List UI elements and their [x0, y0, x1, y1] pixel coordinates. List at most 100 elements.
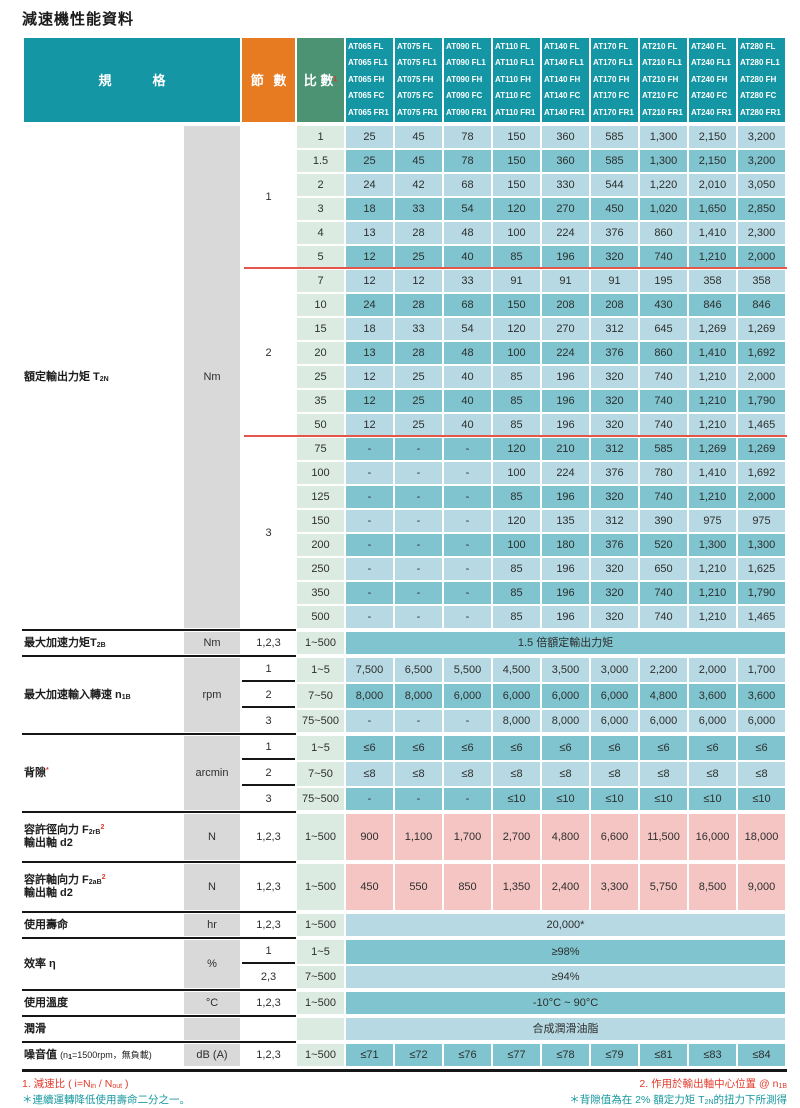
- table-row: 4 13 28 48 100 224 376 860 1,410 2,300: [24, 222, 785, 244]
- value-cell: 1,210: [689, 582, 736, 604]
- value-cell: 85: [493, 486, 540, 508]
- unit-cell: hr: [184, 914, 240, 936]
- value-cell: 1,465: [738, 414, 785, 436]
- value-cell: 48: [444, 222, 491, 244]
- stage-cell: 3: [242, 710, 295, 732]
- value-cell: -: [395, 606, 442, 628]
- section-divider: [22, 1041, 296, 1043]
- value-cell: 2,700: [493, 814, 540, 860]
- value-cell: 358: [689, 270, 736, 292]
- table-row: 350- - -85 196 320 740 1,210 1,790: [24, 582, 785, 604]
- value-cell: 2,200: [640, 658, 687, 682]
- table-row: 100- - -100 224 376 780 1,410 1,692: [24, 462, 785, 484]
- value-cell: -: [444, 438, 491, 460]
- header-model-column: AT280 FL AT280 FL1 AT280 FH AT280 FC AT280 F…: [738, 38, 786, 122]
- value-cell: 11,500: [640, 814, 687, 860]
- span-value-cell: ≥98%: [346, 940, 786, 964]
- value-cell: 6,000: [493, 684, 540, 708]
- value-cell: 5,500: [444, 658, 491, 682]
- ratio-cell: 1~500: [297, 914, 344, 936]
- stage-cell: 2: [242, 762, 295, 786]
- value-cell: 1,220: [640, 174, 687, 196]
- value-cell: -: [444, 510, 491, 532]
- table-radial-force: 容許徑向力 F2rB2 輸出軸 d2 N 1,2,3 1~500 900 1,100 1,70…: [22, 812, 787, 862]
- value-cell: 1,700: [444, 814, 491, 860]
- value-cell: 312: [591, 510, 638, 532]
- section-body: 潤滑 合成潤滑油脂: [24, 1018, 786, 1040]
- table-row: 500- - -85 196 320 740 1,210 1,465: [24, 606, 785, 628]
- value-cell: 1,100: [395, 814, 442, 860]
- value-cell: 33: [395, 318, 442, 340]
- value-cell: 25: [395, 366, 442, 388]
- value-cell: 1,300: [738, 534, 785, 556]
- value-cell: 12: [346, 246, 393, 268]
- value-cell: 6,000: [689, 710, 736, 732]
- section-body: 背隙* arcmin 1 1~5 ≤6 ≤6 ≤6 ≤6 ≤6 ≤6 ≤6 ≤6 ≤6 2 7~50 ≤8 ≤8…: [24, 736, 785, 810]
- value-cell: 12: [346, 270, 393, 292]
- table-max-accel-input-speed: 最大加速輸入轉速 n1B rpm 1 1~5 7,500 6,500 5,500 4,500 3…: [22, 656, 787, 734]
- ratio-cell: 2: [297, 174, 344, 196]
- value-cell: 3,600: [689, 684, 736, 708]
- value-cell: 40: [444, 366, 491, 388]
- value-cell: 320: [591, 366, 638, 388]
- ratio-cell: 4: [297, 222, 344, 244]
- value-cell: 2,300: [738, 222, 785, 244]
- value-cell: 196: [542, 390, 589, 412]
- stage-separator-line: [244, 267, 787, 269]
- value-cell: 740: [640, 246, 687, 268]
- span-value-cell: 合成潤滑油脂: [346, 1018, 786, 1040]
- value-cell: 100: [493, 342, 540, 364]
- value-cell: 78: [444, 126, 491, 148]
- footnote-right-1: 2. 作用於輸出軸中心位置 @ n1B: [639, 1078, 787, 1090]
- table-row: 3 75- - -120 210 312 585 1,269 1,269: [24, 438, 785, 628]
- value-cell: 550: [395, 864, 442, 910]
- table-row: 最大加速輸入轉速 n1B rpm 1 1~5 7,500 6,500 5,500 4,500 3…: [24, 658, 785, 732]
- ratio-cell: 35: [297, 390, 344, 412]
- value-cell: 54: [444, 198, 491, 220]
- header-body: 規 格節 數比 數1 AT065 FL AT065 FL1 AT065 FH AT065…: [24, 38, 786, 122]
- value-cell: 1,790: [738, 390, 785, 412]
- stage-cell: 1: [242, 126, 295, 268]
- value-cell: 25: [395, 414, 442, 436]
- value-cell: 40: [444, 246, 491, 268]
- value-cell: ≤84: [738, 1044, 785, 1066]
- section-divider: [22, 861, 296, 863]
- value-cell: 1,650: [689, 198, 736, 220]
- unit-cell: Nm: [184, 126, 240, 628]
- footnotes: 1. 減速比 ( i=Nin / Nout ) ＊連續運轉降低使用壽命二分之一。 …: [22, 1076, 787, 1108]
- value-cell: 3,600: [738, 684, 785, 708]
- value-cell: 33: [444, 270, 491, 292]
- section-divider: [22, 1015, 296, 1017]
- value-cell: 16,000: [689, 814, 736, 860]
- ratio-cell: 20: [297, 342, 344, 364]
- section-body: 最大加速輸入轉速 n1B rpm 1 1~5 7,500 6,500 5,500 4,500 3…: [24, 658, 785, 732]
- value-cell: 330: [542, 174, 589, 196]
- value-cell: 196: [542, 582, 589, 604]
- value-cell: ≤6: [444, 736, 491, 760]
- value-cell: 45: [395, 150, 442, 172]
- value-cell: 196: [542, 486, 589, 508]
- value-cell: 390: [640, 510, 687, 532]
- value-cell: 320: [591, 246, 638, 268]
- section-divider: [22, 629, 296, 631]
- value-cell: 1,692: [738, 342, 785, 364]
- row-label-backlash: 背隙*: [24, 736, 182, 810]
- stage-cell: 1,2,3: [242, 864, 295, 910]
- value-cell: 740: [640, 486, 687, 508]
- value-cell: 91: [542, 270, 589, 292]
- value-cell: 1,269: [689, 318, 736, 340]
- table-row: 3 75~500- - -8,000 8,000 6,000 6,000 6,000 6,000: [24, 710, 785, 732]
- value-cell: 1,210: [689, 414, 736, 436]
- value-cell: 85: [493, 558, 540, 580]
- table-row: 使用壽命 hr 1,2,3 1~500 20,000*: [24, 914, 785, 936]
- value-cell: ≤77: [493, 1044, 540, 1066]
- value-cell: -: [444, 582, 491, 604]
- value-cell: 24: [346, 294, 393, 316]
- row-label-service-life: 使用壽命: [24, 914, 182, 936]
- value-cell: 2,150: [689, 126, 736, 148]
- unit-cell: %: [184, 940, 240, 988]
- table-row: 效率 η% 1 1~5 ≥98%: [24, 940, 786, 988]
- value-cell: 585: [640, 438, 687, 460]
- value-cell: ≤83: [689, 1044, 736, 1066]
- value-cell: 1,269: [738, 438, 785, 460]
